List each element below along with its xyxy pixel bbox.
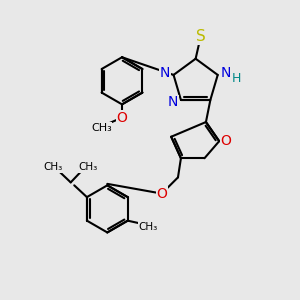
Text: CH₃: CH₃ <box>138 222 158 232</box>
Text: N: N <box>221 66 231 80</box>
Text: N: N <box>160 66 170 80</box>
Text: O: O <box>156 187 167 201</box>
Text: O: O <box>117 111 128 124</box>
Text: CH₃: CH₃ <box>44 162 63 172</box>
Text: O: O <box>220 134 231 148</box>
Text: N: N <box>167 95 178 109</box>
Text: H: H <box>231 72 241 85</box>
Text: CH₃: CH₃ <box>79 162 98 172</box>
Text: CH₃: CH₃ <box>91 123 112 133</box>
Text: S: S <box>196 29 206 44</box>
